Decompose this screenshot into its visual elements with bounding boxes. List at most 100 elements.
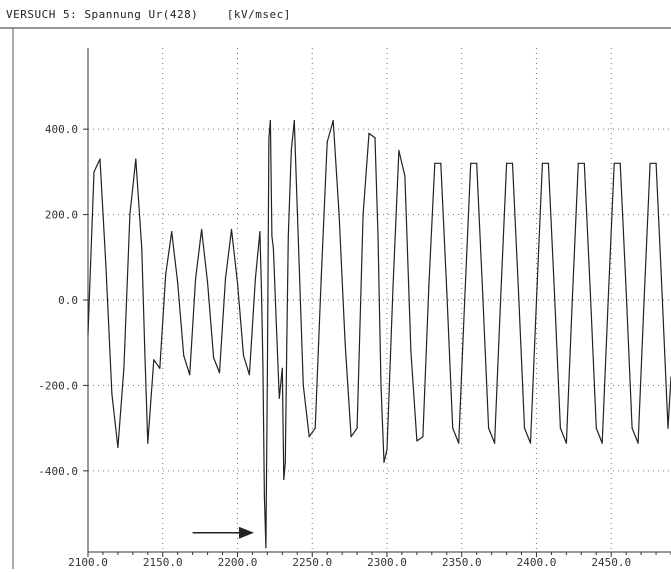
voltage-data-point [165, 273, 167, 275]
voltage-data-point [356, 427, 358, 429]
voltage-data-point [422, 436, 424, 438]
y-tick-label: 0.0 [58, 294, 78, 307]
voltage-data-point [380, 384, 382, 386]
chart-header: VERSUCH 5: Spannung Ur(428) [kV/msec] [6, 8, 291, 21]
voltage-data-point [290, 149, 292, 152]
voltage-data-point [129, 214, 131, 216]
voltage-data-point [547, 162, 550, 164]
voltage-data-point [195, 278, 197, 280]
voltage-data-point [377, 235, 379, 237]
voltage-data-point [637, 442, 639, 444]
voltage-data-point [559, 427, 562, 429]
voltage-data-point [218, 372, 221, 374]
voltage-data-point [649, 162, 651, 164]
voltage-data-point [326, 141, 328, 143]
y-tick-label: 400.0 [45, 123, 78, 136]
voltage-data-point [362, 214, 364, 216]
voltage-data-point [619, 162, 621, 164]
voltage-data-point [511, 162, 514, 164]
voltage-data-point [144, 350, 146, 352]
voltage-data-point [117, 446, 119, 448]
voltage-data-point [541, 162, 544, 164]
voltage-data-point [123, 367, 125, 369]
voltage-data-point [135, 158, 137, 160]
voltage-data-point [159, 367, 161, 369]
voltage-data-point [535, 299, 538, 301]
voltage-data-point [263, 495, 265, 498]
voltage-data-point [452, 427, 454, 429]
voltage-data-point [272, 248, 274, 250]
voltage-data-point [529, 442, 532, 444]
voltage-data-point [523, 427, 526, 429]
voltage-data-point [236, 282, 239, 284]
voltage-data-point [655, 162, 657, 164]
grid-lines [88, 48, 671, 552]
voltage-data-point [254, 278, 256, 280]
voltage-data-point [111, 393, 113, 395]
voltage-data-point [476, 162, 478, 164]
voltage-data-point [398, 149, 400, 152]
x-axis-ticks: 2100.0 2150.0 2200.0 2250.0 2300.0 2350.0 2400… [68, 552, 671, 569]
voltage-data-point [93, 171, 95, 173]
voltage-data-point [464, 299, 466, 301]
voltage-data-point [177, 282, 179, 284]
x-tick-label: 2200.0 [218, 556, 258, 569]
y-axis-ticks: 400.0 200.0 0.0 -200.0 -400.0 [38, 123, 88, 478]
voltage-data-point [286, 342, 288, 344]
chart-title: VERSUCH 5: Spannung Ur(428) [6, 8, 199, 21]
y-tick-label: -400.0 [38, 465, 78, 478]
voltage-data-point [308, 436, 310, 438]
voltage-data-point [625, 290, 627, 293]
voltage-data-point [284, 461, 286, 463]
x-tick-label: 2250.0 [292, 556, 332, 569]
y-tick-label: -200.0 [38, 379, 78, 392]
voltage-data-point [500, 299, 502, 301]
voltage-data-point [440, 162, 442, 164]
voltage-data-point [383, 461, 385, 463]
voltage-data-point [589, 290, 591, 293]
voltage-data-point [287, 235, 289, 237]
voltage-data-point [302, 384, 304, 386]
voltage-data-point [661, 290, 663, 293]
voltage-data-point [601, 442, 603, 444]
voltage-data-point [458, 442, 460, 444]
chart-unit: [kV/msec] [226, 8, 291, 21]
voltage-data-point [189, 374, 191, 376]
voltage-data-point [268, 137, 270, 139]
x-tick-label: 2450.0 [591, 556, 631, 569]
voltage-data-point [368, 132, 370, 134]
x-tick-label: 2400.0 [517, 556, 557, 569]
voltage-data-point [595, 427, 597, 429]
voltage-data-point [201, 228, 203, 231]
voltage-data-point [446, 290, 448, 293]
voltage-data-point [643, 299, 645, 301]
voltage-data-point [281, 367, 283, 369]
voltage-data-point [428, 286, 430, 288]
series-layer [87, 119, 671, 549]
voltage-data-point [338, 214, 340, 216]
voltage-trace-line [87, 119, 671, 549]
voltage-data-point [410, 350, 412, 352]
voltage-data-point [350, 436, 352, 438]
voltage-data-point [207, 282, 209, 284]
voltage-data-point [265, 547, 267, 549]
voltage-data-point [153, 359, 155, 361]
voltage-data-point [386, 448, 388, 451]
voltage-data-point [242, 354, 245, 357]
y-tick-label: 200.0 [45, 209, 78, 222]
voltage-data-point [293, 120, 295, 122]
voltage-data-point [607, 299, 609, 301]
voltage-data-point [392, 286, 394, 288]
voltage-data-point [275, 325, 277, 327]
voltage-data-point [260, 286, 262, 288]
voltage-data-point [266, 372, 268, 374]
voltage-data-point [278, 397, 280, 399]
voltage-data-point [141, 248, 143, 250]
voltage-data-point [553, 290, 556, 293]
x-tick-label: 2300.0 [367, 556, 407, 569]
voltage-data-point [488, 427, 490, 429]
voltage-data-point [470, 162, 472, 164]
voltage-data-point [577, 162, 579, 164]
